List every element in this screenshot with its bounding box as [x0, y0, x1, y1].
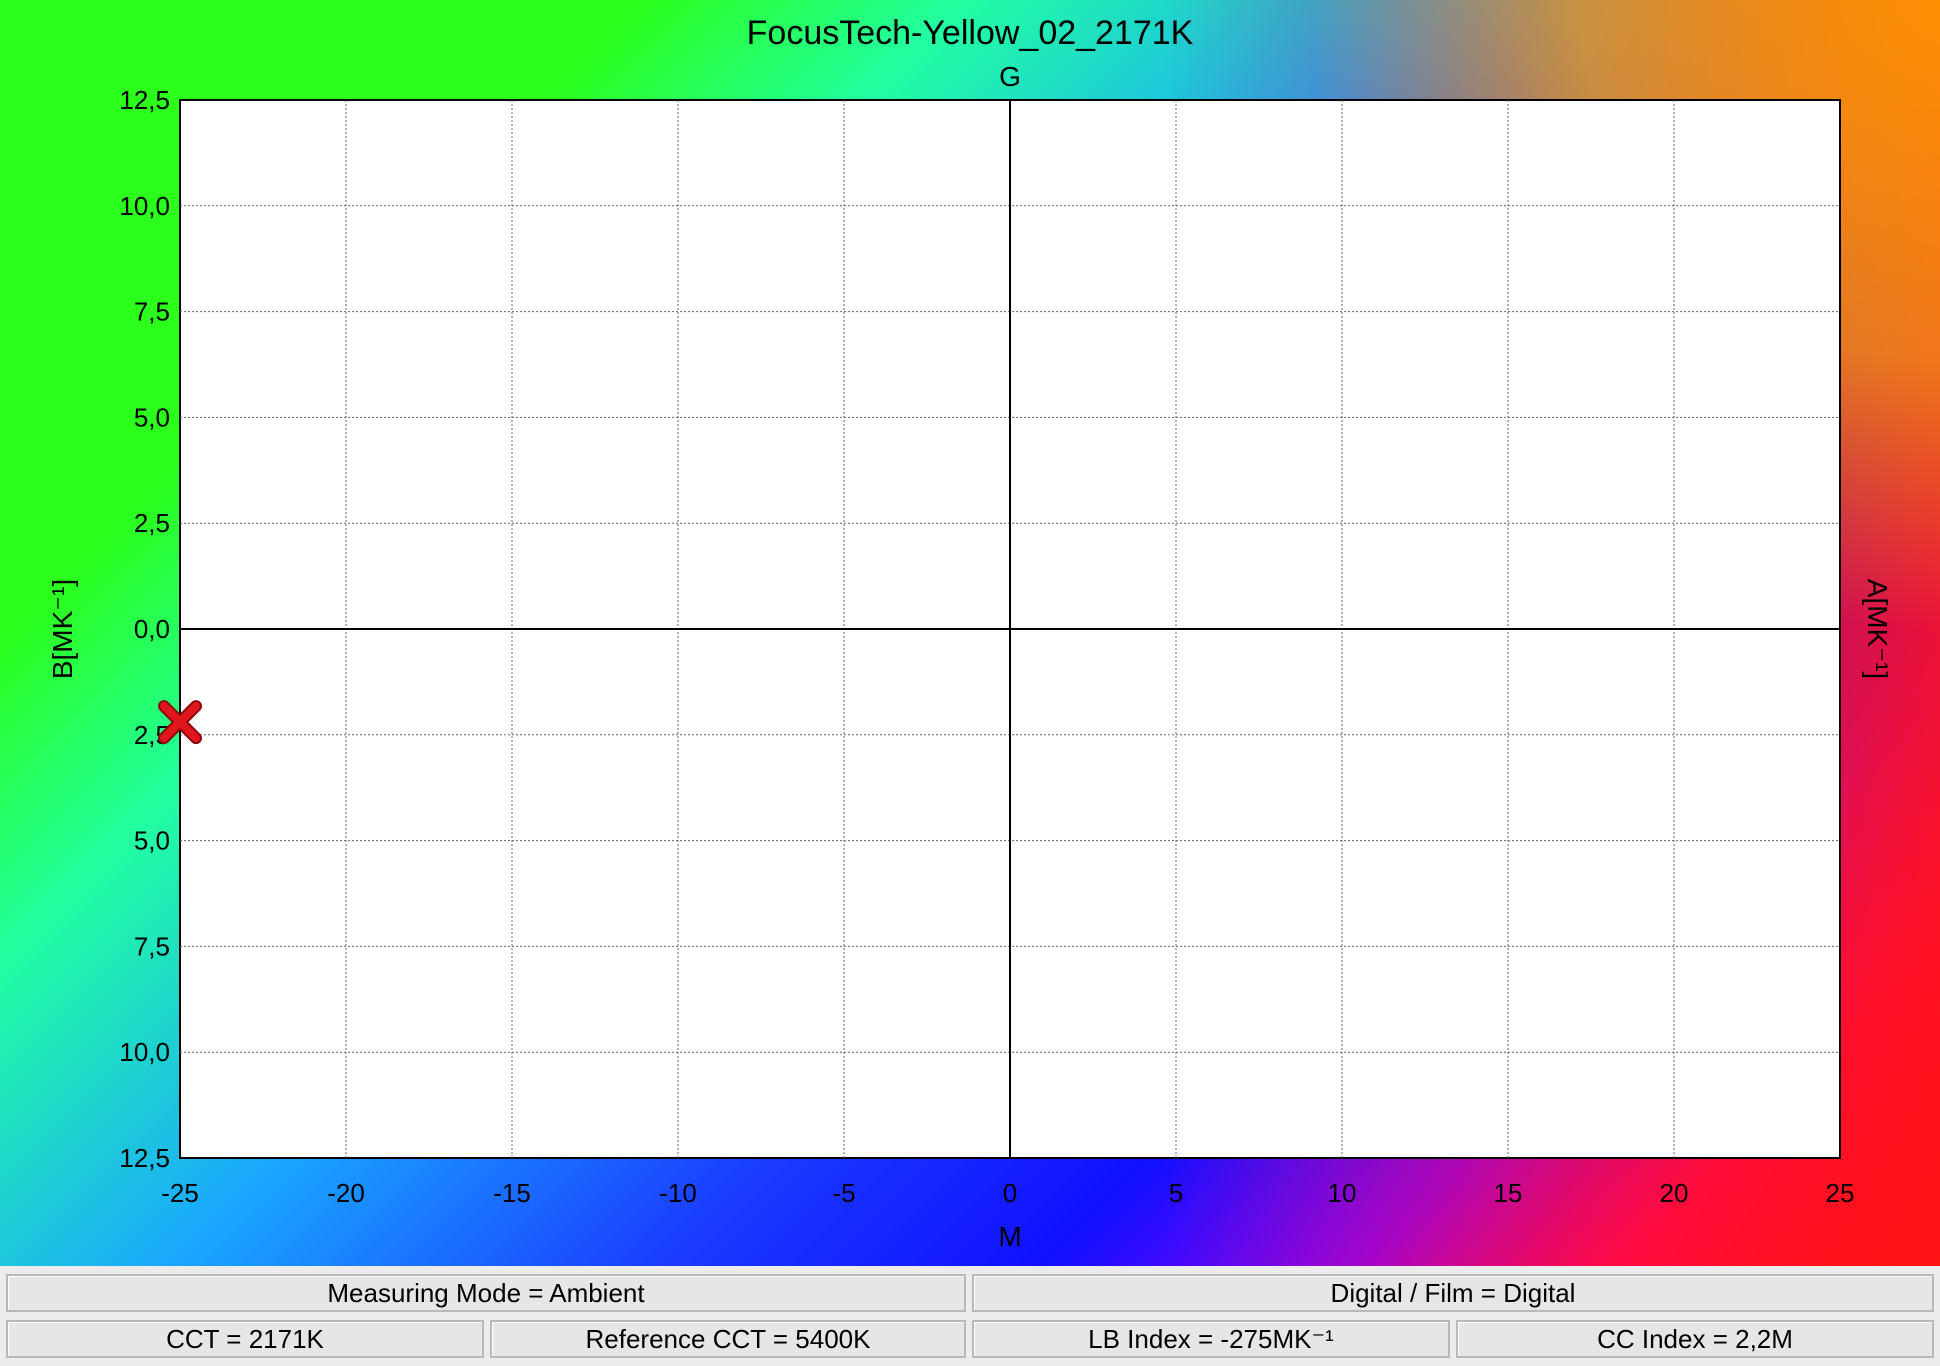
x-tick-label: -25 — [161, 1178, 199, 1208]
x-tick-label: 20 — [1660, 1178, 1689, 1208]
x-tick-label: 5 — [1169, 1178, 1183, 1208]
x-axis-label: M — [998, 1221, 1021, 1252]
chart-svg: FocusTech-Yellow_02_2171K G -25 -20 -15 -10… — [47, 14, 1893, 1252]
x-tick-label: -15 — [493, 1178, 531, 1208]
top-axis-label: G — [999, 61, 1021, 92]
reference-cct-cell: Reference CCT = 5400K — [490, 1320, 966, 1358]
y-tick-label: 2,5 — [134, 508, 170, 538]
y-tick-label: 5,0 — [134, 402, 170, 432]
data-points — [158, 700, 202, 745]
y-axis-label-right: A[MK⁻¹] — [1862, 579, 1893, 679]
x-tick-label: 15 — [1494, 1178, 1523, 1208]
lb-index-cell: LB Index = -275MK⁻¹ — [972, 1320, 1450, 1358]
x-tick-label: 10 — [1328, 1178, 1357, 1208]
y-axis-label-left: B[MK⁻¹] — [47, 579, 78, 679]
cc-index-cell: CC Index = 2,2M — [1456, 1320, 1934, 1358]
x-tick-labels: -25 -20 -15 -10 -5 0 5 10 15 20 25 — [161, 1178, 1854, 1208]
x-tick-label: -20 — [327, 1178, 365, 1208]
zero-axes — [180, 100, 1840, 1158]
x-tick-label: -10 — [659, 1178, 697, 1208]
digital-film-cell: Digital / Film = Digital — [972, 1274, 1934, 1312]
y-tick-label: 0,0 — [134, 614, 170, 644]
chart-title: FocusTech-Yellow_02_2171K — [747, 14, 1194, 52]
y-tick-labels: 12,510,07,55,02,50,02,55,07,510,012,5 — [119, 85, 170, 1173]
y-tick-label: 7,5 — [134, 931, 170, 961]
info-panel: Measuring Mode = Ambient Digital / Film … — [0, 1266, 1940, 1366]
y-tick-label: 7,5 — [134, 297, 170, 327]
y-tick-label: 10,0 — [119, 191, 170, 221]
y-tick-label: 12,5 — [119, 1143, 170, 1173]
y-tick-label: 10,0 — [119, 1037, 170, 1067]
x-tick-label: -5 — [832, 1178, 855, 1208]
cct-cell: CCT = 2171K — [6, 1320, 484, 1358]
measuring-mode-cell: Measuring Mode = Ambient — [6, 1274, 966, 1312]
data-point-x-marker — [158, 700, 202, 745]
y-tick-label: 12,5 — [119, 85, 170, 115]
y-tick-label: 5,0 — [134, 826, 170, 856]
x-tick-label: 0 — [1003, 1178, 1017, 1208]
x-tick-label: 25 — [1826, 1178, 1855, 1208]
